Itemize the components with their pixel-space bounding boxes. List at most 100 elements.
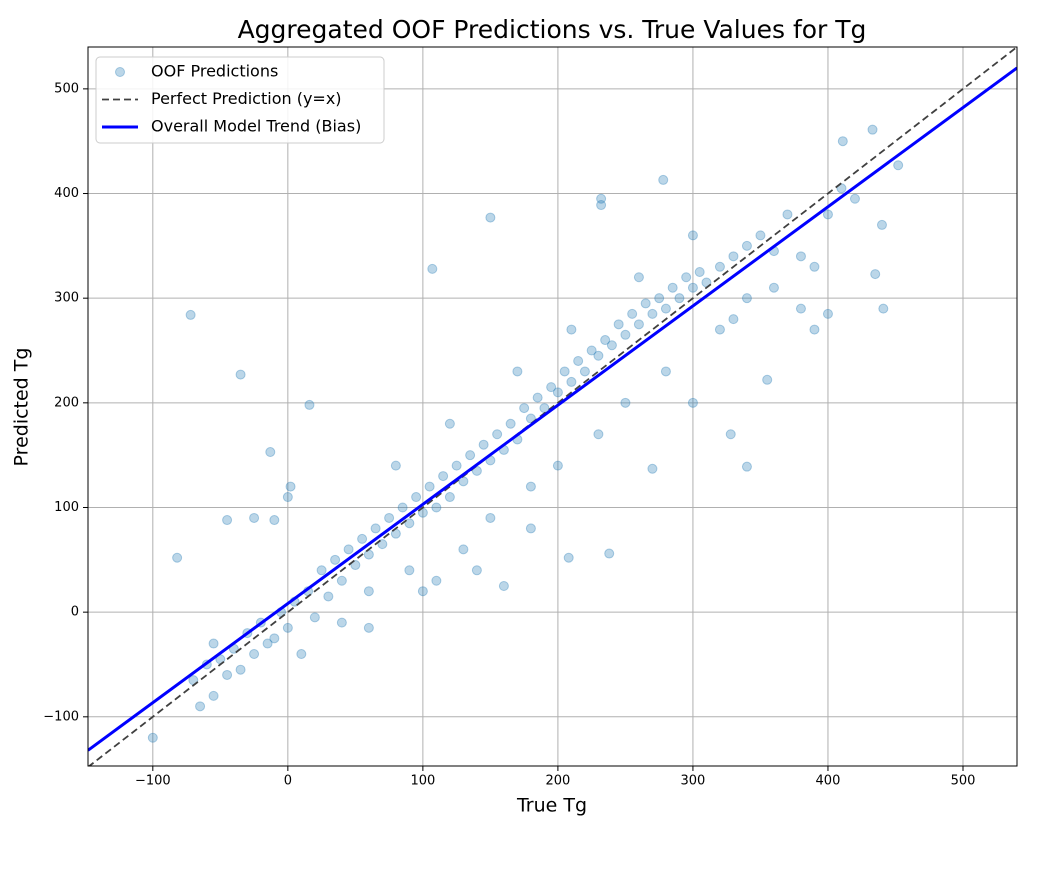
- scatter-point: [573, 355, 584, 366]
- x-tick-label: 500: [951, 774, 976, 789]
- scatter-point: [633, 272, 644, 283]
- x-tick-label: 400: [816, 774, 841, 789]
- scatter-point: [714, 261, 725, 272]
- scatter-point: [222, 669, 233, 680]
- x-tick-label: 200: [545, 774, 570, 789]
- scatter-point: [309, 612, 320, 623]
- scatter-point: [525, 481, 536, 492]
- scatter-point: [667, 282, 678, 293]
- scatter-point: [404, 565, 415, 576]
- scatter-point: [741, 240, 752, 251]
- scatter-point: [498, 580, 509, 591]
- scatter-point: [809, 261, 820, 272]
- scatter-point: [606, 340, 617, 351]
- x-tick-label: −100: [135, 774, 171, 789]
- legend: OOF Predictions Perfect Prediction (y=x) O…: [95, 56, 385, 144]
- scatter-point: [837, 136, 848, 147]
- scatter-point: [370, 523, 381, 534]
- scatter-point: [586, 345, 597, 356]
- scatter-point: [822, 308, 833, 319]
- scatter-point: [654, 293, 665, 304]
- scatter-point: [809, 324, 820, 335]
- scatter-point: [546, 382, 557, 393]
- scatter-point: [728, 314, 739, 325]
- y-tick-label: 200: [54, 395, 79, 410]
- scatter-point: [876, 219, 887, 230]
- scatter-point: [660, 303, 671, 314]
- scatter-point: [795, 251, 806, 262]
- scatter-point: [471, 565, 482, 576]
- scatter-point: [893, 160, 904, 171]
- scatter-point: [681, 272, 692, 283]
- scatter-point: [519, 403, 530, 414]
- scatter-point: [552, 460, 563, 471]
- scatter-point: [687, 282, 698, 293]
- scatter-point: [658, 174, 669, 185]
- scatter-point: [647, 463, 658, 474]
- scatter-point: [822, 209, 833, 220]
- scatter-point: [563, 552, 574, 563]
- scatter-point: [282, 622, 293, 633]
- x-tick-label: 100: [410, 774, 435, 789]
- x-tick-label: 300: [681, 774, 706, 789]
- y-tick-label: 100: [54, 500, 79, 515]
- scatter-point: [559, 366, 570, 377]
- scatter-point: [867, 124, 878, 135]
- scatter-point: [600, 335, 611, 346]
- scatter-point: [660, 366, 671, 377]
- scatter-point: [404, 518, 415, 529]
- scatter-point: [357, 533, 368, 544]
- scatter-point: [566, 324, 577, 335]
- scatter-point: [323, 591, 334, 602]
- scatter-point: [505, 418, 516, 429]
- scatter-point: [384, 512, 395, 523]
- scatter-point: [235, 369, 246, 380]
- scatter-point: [687, 230, 698, 241]
- scatter-point: [427, 263, 438, 274]
- scatter-point: [222, 515, 233, 526]
- scatter-point: [282, 492, 293, 503]
- scatter-point: [390, 460, 401, 471]
- scatter-point: [512, 366, 523, 377]
- scatter-point: [431, 502, 442, 513]
- scatter-point: [795, 303, 806, 314]
- scatter-point: [849, 193, 860, 204]
- scatter-point: [424, 481, 435, 492]
- scatter-point: [525, 523, 536, 534]
- scatter-point: [249, 649, 260, 660]
- scatter-point: [451, 460, 462, 471]
- scatter-point: [465, 450, 476, 461]
- y-tick-label: −100: [43, 709, 79, 724]
- scatter-point: [363, 586, 374, 597]
- scatter-point: [444, 418, 455, 429]
- scatter-point: [620, 329, 631, 340]
- scatter-point: [438, 471, 449, 482]
- scatter-point: [755, 230, 766, 241]
- y-tick-label: 500: [54, 81, 79, 96]
- scatter-point: [336, 575, 347, 586]
- scatter-point: [725, 429, 736, 440]
- scatter-point: [593, 350, 604, 361]
- scatter-point: [492, 429, 503, 440]
- scatter-point: [185, 309, 196, 320]
- y-tick-label: 400: [54, 186, 79, 201]
- scatter-point: [633, 319, 644, 330]
- scatter-point: [265, 447, 276, 458]
- scatter-point: [627, 308, 638, 319]
- scatter-point: [596, 193, 607, 204]
- scatter-point: [417, 586, 428, 597]
- scatter-point: [687, 397, 698, 408]
- scatter-point: [458, 544, 469, 555]
- scatter-point: [613, 319, 624, 330]
- scatter-point: [269, 515, 280, 526]
- y-tick-label: 300: [54, 291, 79, 306]
- scatter-point: [485, 212, 496, 223]
- scatter-point: [350, 560, 361, 571]
- scatter-point: [728, 251, 739, 262]
- x-tick-label: 0: [284, 774, 292, 789]
- scatter-point: [485, 512, 496, 523]
- scatter-point: [620, 397, 631, 408]
- scatter-point: [147, 732, 158, 743]
- plot-frame: [87, 46, 1018, 767]
